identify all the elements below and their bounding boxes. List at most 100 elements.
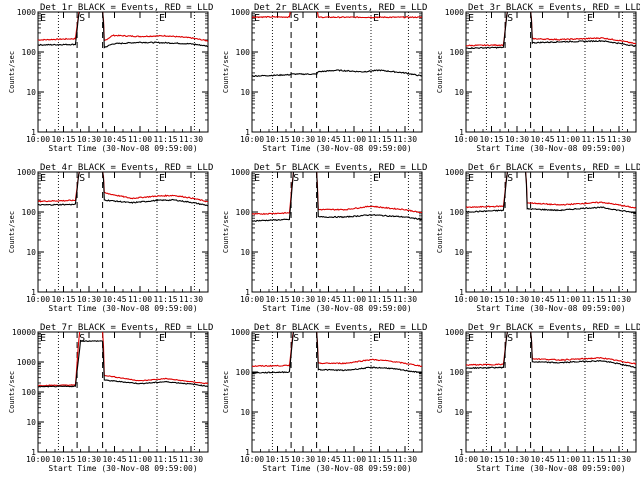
x-tick-label: 10:30	[77, 455, 101, 464]
series-events-line	[466, 172, 636, 214]
series-lld-line	[466, 332, 636, 367]
x-tick-label: 10:45	[316, 455, 340, 464]
y-tick-label: 1	[459, 128, 464, 137]
x-tick-label: 11:30	[179, 455, 203, 464]
marker-letter: S	[507, 333, 513, 344]
series-events-line	[466, 332, 636, 370]
y-tick-label: 1000	[17, 8, 36, 17]
marker-letter: S	[293, 333, 299, 344]
marker-letter: E	[468, 173, 474, 184]
x-axis-label: Start Time (30-Nov-08 09:59:00)	[476, 144, 625, 153]
panel-det-6: Det 6r BLACK = Events, RED = LLD 1 10 100 10…	[436, 163, 640, 313]
x-tick-label: 11:30	[179, 135, 203, 144]
y-tick-label: 10	[26, 248, 36, 257]
panel-title: Det 9r BLACK = Events, RED = LLD	[468, 323, 640, 333]
series-events-line	[252, 332, 422, 374]
series-lld-line	[38, 12, 208, 42]
x-tick-label: 10:00	[240, 455, 264, 464]
y-tick-label: 1	[31, 288, 36, 297]
x-tick-label: 10:00	[454, 455, 478, 464]
x-tick-label: 10:30	[505, 295, 529, 304]
x-tick-label: 10:30	[505, 135, 529, 144]
plot-frame	[465, 171, 637, 293]
panel-title: Det 1r BLACK = Events, RED = LLD	[40, 3, 213, 13]
series-lld-line	[252, 12, 422, 19]
marker-letter: E	[254, 173, 260, 184]
x-tick-label: 11:30	[179, 295, 203, 304]
x-axis-label: Start Time (30-Nov-08 09:59:00)	[262, 304, 411, 313]
panel-det-9: Det 9r BLACK = Events, RED = LLD 1 10 100 10…	[436, 323, 640, 473]
x-tick-label: 11:00	[342, 455, 366, 464]
marker-letter: S	[293, 13, 299, 24]
y-tick-label: 1	[31, 448, 36, 457]
x-tick-label: 10:45	[530, 295, 554, 304]
y-tick-label: 100	[22, 208, 37, 217]
x-tick-label: 10:15	[265, 135, 289, 144]
series-lld-line	[466, 12, 636, 47]
x-tick-label: 11:30	[607, 295, 631, 304]
x-tick-label: 10:45	[102, 295, 126, 304]
marker-letter: E	[587, 13, 593, 24]
plot-frame	[37, 331, 209, 453]
x-tick-label: 10:45	[530, 455, 554, 464]
marker-letter: E	[373, 333, 379, 344]
y-tick-label: 1000	[17, 358, 36, 367]
x-tick-label: 10:45	[316, 135, 340, 144]
y-tick-label: 10	[240, 408, 250, 417]
y-tick-label: 10	[240, 88, 250, 97]
x-tick-label: 10:30	[77, 135, 101, 144]
y-tick-label: 100	[236, 368, 251, 377]
panel-title: Det 5r BLACK = Events, RED = LLD	[254, 163, 427, 173]
y-tick-label: 1	[245, 288, 250, 297]
plot-frame	[37, 11, 209, 133]
series-lld-line	[252, 172, 422, 215]
y-tick-label: 1	[459, 448, 464, 457]
x-tick-label: 11:15	[367, 455, 391, 464]
x-tick-label: 10:00	[240, 295, 264, 304]
x-tick-label: 10:00	[454, 135, 478, 144]
plot-frame	[465, 331, 637, 453]
x-axis-label: Start Time (30-Nov-08 09:59:00)	[48, 464, 197, 473]
series-lld-line	[38, 172, 208, 203]
y-axis-label: Counts/sec	[222, 51, 230, 93]
x-tick-label: 11:00	[342, 135, 366, 144]
x-tick-label: 11:00	[556, 455, 580, 464]
y-axis-label: Counts/sec	[8, 371, 16, 413]
marker-letter: E	[159, 13, 165, 24]
y-tick-label: 10	[454, 88, 464, 97]
x-tick-label: 11:15	[367, 135, 391, 144]
x-tick-label: 11:00	[128, 135, 152, 144]
x-tick-label: 10:00	[454, 295, 478, 304]
panel-det-2: Det 2r BLACK = Events, RED = LLD 1 10 100 10…	[222, 3, 427, 153]
panel-det-1: Det 1r BLACK = Events, RED = LLD 1 10 100 10…	[8, 3, 213, 153]
marker-letter: S	[79, 333, 85, 344]
x-tick-label: 10:00	[240, 135, 264, 144]
x-axis-label: Start Time (30-Nov-08 09:59:00)	[262, 464, 411, 473]
x-tick-label: 11:15	[581, 295, 605, 304]
series-lld-line	[466, 172, 636, 209]
y-tick-label: 100	[22, 388, 37, 397]
marker-letter: E	[40, 333, 46, 344]
marker-letter: E	[159, 333, 165, 344]
marker-letter: S	[79, 13, 85, 24]
x-tick-label: 10:30	[291, 455, 315, 464]
marker-letter: S	[507, 13, 513, 24]
x-tick-label: 10:45	[530, 135, 554, 144]
series-events-line	[252, 69, 422, 77]
x-tick-label: 10:30	[291, 135, 315, 144]
x-tick-label: 11:00	[556, 295, 580, 304]
x-tick-label: 10:45	[316, 295, 340, 304]
series-lld-line	[252, 332, 422, 368]
y-tick-label: 10	[26, 418, 36, 427]
y-tick-label: 1000	[231, 8, 250, 17]
y-tick-label: 10	[240, 248, 250, 257]
series-events-line	[466, 12, 636, 50]
x-tick-label: 10:45	[102, 455, 126, 464]
series-events-line	[252, 172, 422, 222]
panel-det-7: Det 7r BLACK = Events, RED = LLD 1 10 100 10…	[8, 323, 213, 473]
y-tick-label: 1	[245, 128, 250, 137]
series-events-line	[38, 12, 208, 49]
marker-letter: E	[373, 13, 379, 24]
y-tick-label: 10	[454, 248, 464, 257]
marker-letter: E	[159, 173, 165, 184]
